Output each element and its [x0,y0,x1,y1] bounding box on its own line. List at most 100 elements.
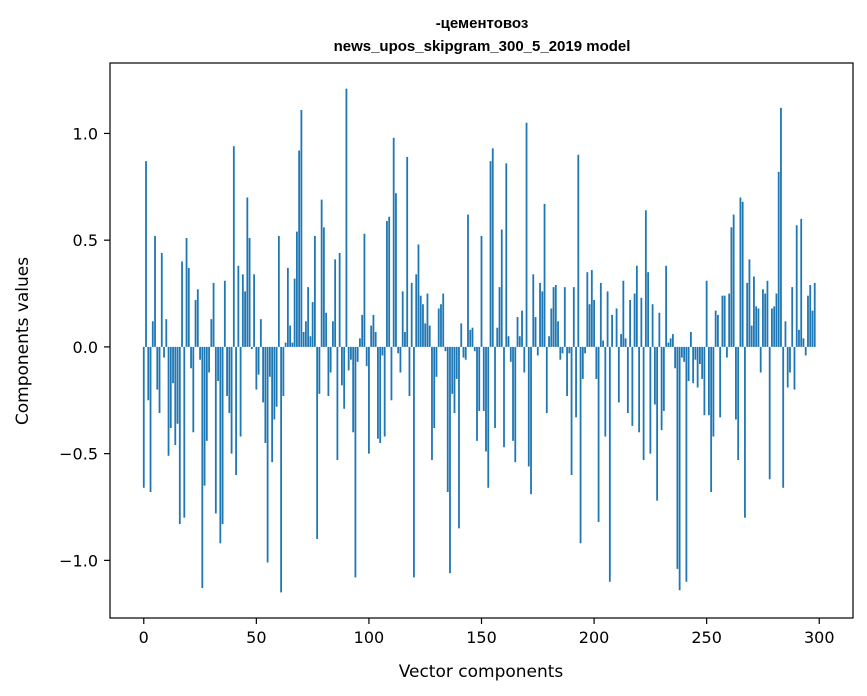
bar [194,299,197,347]
bar [167,346,170,456]
bar [228,346,231,414]
bar [759,346,762,373]
bar [444,346,447,352]
bar [561,346,564,354]
y-tick-label: −1.0 [59,551,98,570]
bar [552,287,555,347]
bar [545,346,548,414]
bar [813,282,816,347]
bar [773,306,776,347]
bar [532,274,535,347]
bar [158,346,161,414]
bar [606,291,609,347]
bar [692,346,695,384]
bar [723,295,726,347]
bar [433,346,436,429]
bar [156,346,159,390]
bar [784,321,787,347]
bar [359,338,361,347]
x-tick-label: 100 [354,628,385,647]
bar [451,346,454,394]
bar [467,214,469,347]
bar [491,148,494,347]
bar [620,334,622,347]
bar [237,265,240,347]
bar [656,346,659,501]
bar [395,193,397,347]
bar [793,346,796,390]
bar [383,346,386,437]
bar [566,346,568,396]
bar [809,285,812,347]
bar [512,346,514,441]
bar [257,346,260,375]
bar [185,238,188,347]
y-axis-label: Components values [13,257,33,425]
bar [507,336,510,347]
y-tick-label: 1.0 [73,124,98,143]
bar [354,346,357,578]
bar [719,346,722,418]
bar [708,346,710,416]
bar [223,280,226,347]
bar [187,267,190,347]
bar [183,346,186,518]
bar [219,346,222,544]
bar [608,346,611,582]
bar [390,346,393,401]
bar [631,346,634,426]
chart-title-line1: -цементовоз [436,15,529,32]
bar [674,346,677,369]
bar [768,346,771,480]
bar [487,346,490,488]
bar [149,346,152,493]
bar [732,214,735,347]
bar [165,319,168,347]
bar [640,297,643,347]
bar [147,346,150,401]
bar [536,346,539,356]
bars-group [142,88,816,593]
bar [568,346,571,354]
bar [280,346,283,593]
bar [374,331,377,347]
bar [739,197,742,347]
bar [629,299,631,347]
bar [642,346,645,461]
bar [712,346,715,437]
x-tick-label: 300 [804,628,835,647]
y-axis-ticks: 1.0 0.5 0.0 −0.5 −1.0 [59,124,110,570]
bar [782,346,785,488]
bar [730,227,733,347]
bar [624,338,627,347]
bar [762,289,764,347]
bar [726,346,728,358]
bar [304,321,307,347]
bar [309,336,312,347]
bar [471,327,474,347]
bar [653,346,656,405]
bar [563,287,566,347]
bar [741,201,744,347]
bar [543,203,546,347]
bar [201,346,204,589]
bar [336,346,339,461]
bar [419,295,422,347]
bar [505,163,508,347]
bar [485,346,487,452]
bar [557,321,559,347]
bar [570,346,573,475]
bar [798,329,800,347]
bar [350,346,352,360]
bar [453,346,456,414]
bar [334,259,337,347]
bar [575,346,577,418]
bar [458,346,460,529]
bar [721,295,724,347]
bar [771,308,773,347]
bar [363,233,366,347]
bar [332,321,334,347]
bar [777,171,780,347]
bar [516,317,519,347]
